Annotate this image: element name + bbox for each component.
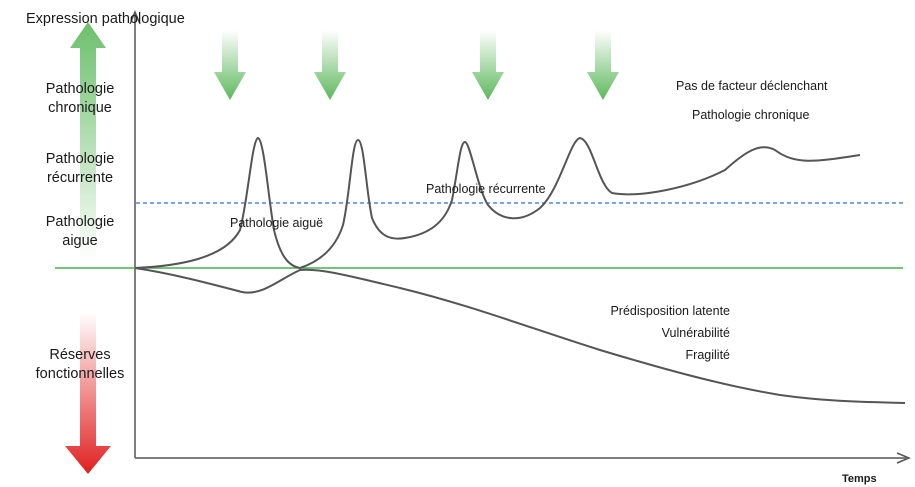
reserves-down-arrow bbox=[65, 312, 111, 474]
annotation-recurrent: Pathologie récurrente bbox=[426, 182, 546, 196]
level-label-recurrente: Pathologie récurrente bbox=[45, 151, 115, 186]
annotation-vulnerability: Vulnérabilité bbox=[661, 326, 730, 340]
x-axis-label-temps: Temps bbox=[842, 473, 877, 485]
y-axis-arrowhead bbox=[129, 10, 141, 25]
annotation-acute: Pathologie aiguë bbox=[230, 216, 324, 230]
trigger-arrow-2 bbox=[314, 30, 346, 100]
trigger-arrows bbox=[214, 30, 619, 100]
level-label-aigue: Pathologie aigue bbox=[45, 214, 115, 249]
trigger-arrow-1 bbox=[214, 30, 246, 100]
reserves-curve bbox=[134, 267, 906, 404]
expression-up-arrow bbox=[70, 22, 106, 262]
annotation-predisposition: Prédisposition latente bbox=[610, 304, 730, 318]
y-axis-label-expression: Expression pathologique bbox=[26, 11, 185, 27]
x-axis-arrowhead bbox=[896, 452, 911, 464]
axes bbox=[129, 10, 911, 464]
trigger-arrow-3 bbox=[472, 30, 504, 100]
y-axis-label-reserves: Réserves fonctionnelles bbox=[35, 347, 125, 382]
trigger-arrow-4 bbox=[587, 30, 619, 100]
pathology-curve bbox=[134, 136, 861, 270]
level-label-chronique: Pathologie chronique bbox=[45, 81, 115, 116]
annotation-no-trigger: Pas de facteur déclenchant bbox=[676, 79, 828, 93]
annotation-fragility: Fragilité bbox=[685, 348, 730, 362]
annotation-chronic: Pathologie chronique bbox=[692, 108, 810, 122]
